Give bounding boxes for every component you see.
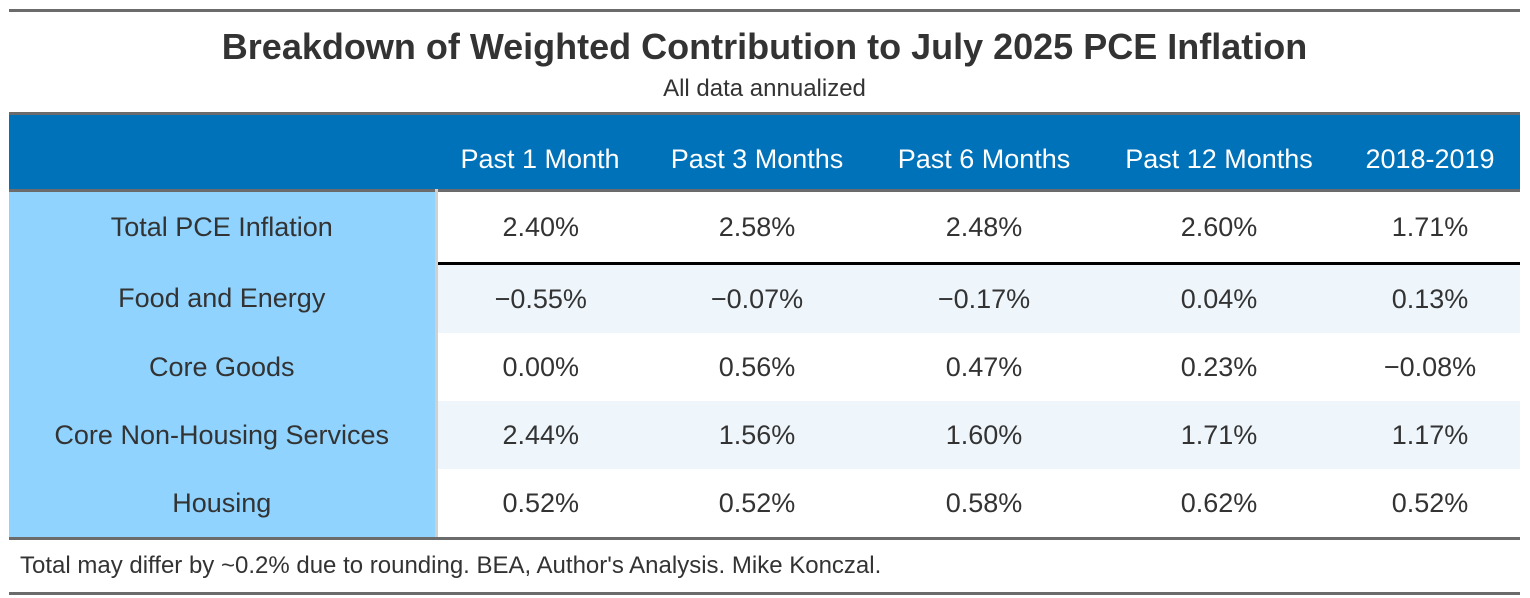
table-cell: −0.55% [436,262,644,333]
table-cell: 0.47% [945,351,1023,382]
column-header [9,113,436,191]
column-header: Past 1 Month [436,113,644,191]
table-cell: 0.23% [1180,351,1258,382]
table-row: Core Non-Housing Services 2.44% 1.56% 1.… [9,401,1520,469]
table-figure: Breakdown of Weighted Contribution to Ju… [9,9,1520,595]
source-footnote: Total may differ by ~0.2% due to roundin… [9,540,1520,595]
column-header: 2018-2019 [1340,113,1520,191]
table-cell: 1.71% [1391,211,1469,242]
table-cell: 0.13% [1340,262,1520,333]
table-cell: −0.17% [870,262,1098,333]
table-cell: −0.08% [1383,351,1477,382]
row-label: Core Non-Housing Services [9,401,438,469]
table-cell: 1.17% [1340,401,1520,469]
table-row: Housing 0.52% 0.52% 0.58% 0.62% 0.52% [9,469,1520,540]
table-cell: 0.52% [436,469,644,540]
table-cell: 0.04% [1098,262,1340,333]
row-label: Housing [9,469,438,540]
table-cell: 0.58% [870,469,1098,540]
table-cell: 1.56% [644,401,870,469]
table-cell: 1.60% [870,401,1098,469]
top-rule [9,9,1520,12]
table-row: Core Goods 0.00% 0.56% 0.47% 0.23% −0.08… [9,333,1520,401]
chart-title: Breakdown of Weighted Contribution to Ju… [221,26,1308,67]
table-cell: 0.62% [1098,469,1340,540]
table-cell: 2.44% [436,401,644,469]
table-cell: 0.52% [1340,469,1520,540]
column-header: Past 12 Months [1098,113,1340,191]
table-cell: 2.48% [945,211,1023,242]
column-header: Past 3 Months [644,113,870,191]
table-row: Total PCE Inflation 2.40% 2.58% 2.48% 2.… [9,190,1520,264]
table-cell: 0.52% [644,469,870,540]
table-cell: 2.40% [502,211,580,242]
contribution-table: Past 1 Month Past 3 Months Past 6 Months… [9,112,1520,540]
table-row: Food and Energy −0.55% −0.07% −0.17% 0.0… [9,262,1520,333]
table-cell: 0.00% [502,351,580,382]
table-cell: 2.58% [718,211,796,242]
row-label: Total PCE Inflation [9,190,438,264]
chart-subtitle: All data annualized [663,75,866,102]
header-row: Past 1 Month Past 3 Months Past 6 Months… [9,113,1520,191]
table-cell: −0.07% [644,262,870,333]
row-label: Food and Energy [9,263,438,333]
row-label: Core Goods [9,333,438,401]
table-cell: 0.56% [718,351,796,382]
table-cell: 2.60% [1180,211,1258,242]
table-cell: 1.71% [1098,401,1340,469]
column-header: Past 6 Months [870,113,1098,191]
